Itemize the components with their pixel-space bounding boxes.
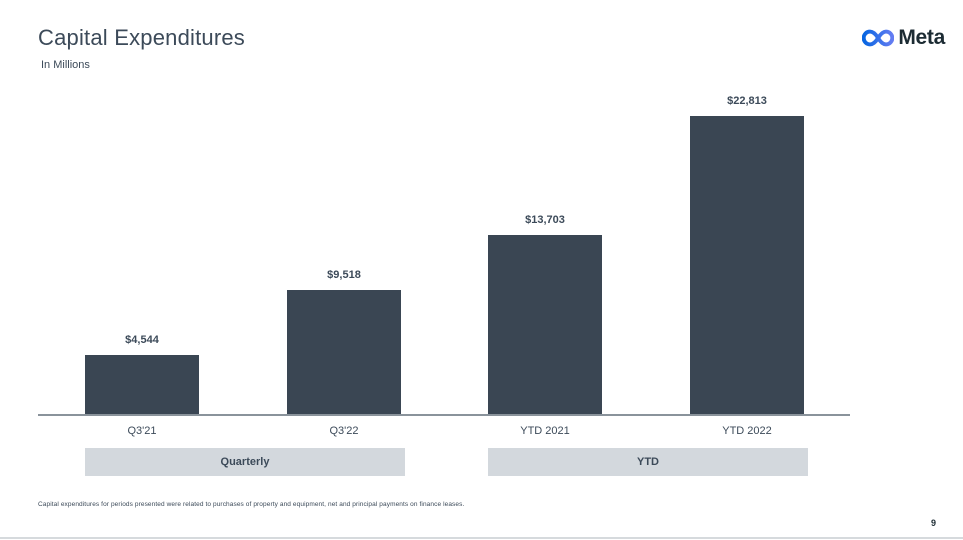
page-number: 9 bbox=[930, 518, 936, 528]
bar-category-label: Q3'22 bbox=[329, 425, 359, 437]
page-subtitle: In Millions bbox=[41, 59, 90, 71]
bar-value-label: $4,544 bbox=[125, 334, 159, 346]
bar bbox=[287, 290, 401, 414]
meta-wordmark: Meta bbox=[898, 26, 945, 49]
group-banner: YTD bbox=[488, 448, 808, 476]
meta-infinity-icon bbox=[862, 29, 895, 47]
meta-logo: Meta bbox=[862, 26, 945, 50]
bar bbox=[690, 116, 804, 414]
bar-value-label: $22,813 bbox=[727, 95, 767, 107]
bar-category-label: YTD 2022 bbox=[722, 425, 772, 437]
bar bbox=[85, 355, 199, 414]
slide-bottom-edge-line bbox=[0, 537, 963, 539]
bar bbox=[488, 235, 602, 414]
x-axis-line bbox=[38, 414, 850, 416]
bar-value-label: $9,518 bbox=[327, 269, 361, 281]
footnote: Capital expenditures for periods present… bbox=[38, 501, 465, 508]
bar-value-label: $13,703 bbox=[525, 214, 565, 226]
bar-category-label: YTD 2021 bbox=[520, 425, 570, 437]
bar-category-label: Q3'21 bbox=[127, 425, 157, 437]
page-title: Capital Expenditures bbox=[38, 25, 246, 50]
group-banner: Quarterly bbox=[85, 448, 405, 476]
